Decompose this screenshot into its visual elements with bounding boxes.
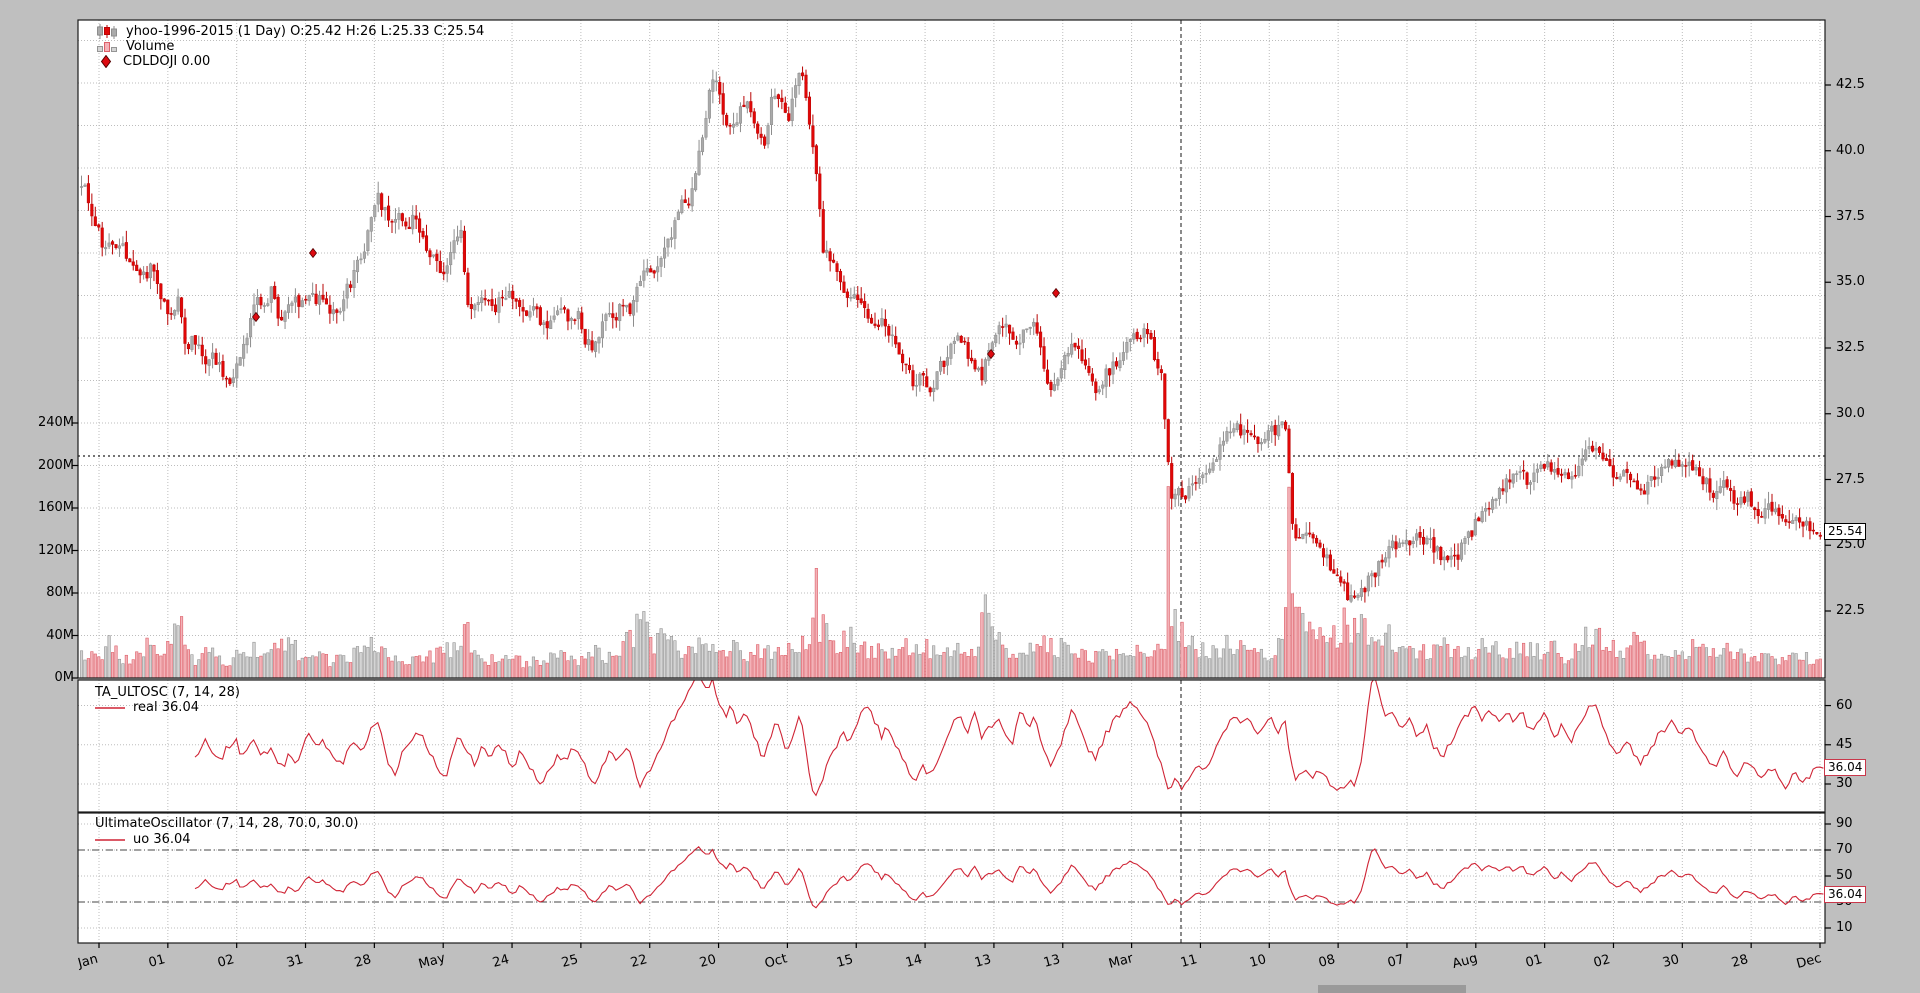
volume-tick-label: 200M	[37, 457, 74, 473]
volume-tick-label: 40M	[46, 627, 74, 643]
uo-tick-label: 10	[1836, 920, 1853, 935]
price-tick-label: 40.0	[1836, 142, 1865, 158]
line-icon	[95, 706, 125, 709]
last-price-tag: 25.54	[1824, 523, 1867, 540]
taskbar-fragment	[1318, 985, 1466, 993]
cdldoji-label: CDLDOJI 0.00	[123, 54, 211, 69]
ultosc-tick-label: 60	[1836, 697, 1853, 713]
price-tick-label: 25.0	[1836, 537, 1865, 553]
volume-tick-label: 0M	[54, 670, 75, 685]
price-tick-label: 37.5	[1836, 208, 1865, 224]
volume-tick-label: 240M	[37, 415, 74, 430]
legend-volume: Volume	[96, 39, 174, 54]
price-tick-label: 32.5	[1836, 340, 1865, 355]
volume-tick-label: 120M	[37, 542, 74, 558]
uo-series-row: uo 36.04	[95, 832, 191, 847]
price-tick-label: 35.0	[1836, 274, 1865, 290]
ultosc-value-tag: 36.04	[1824, 759, 1867, 776]
price-series-label: yhoo-1996-2015 (1 Day) O:25.42 H:26 L:25…	[126, 24, 485, 39]
ultosc-series-row: real 36.04	[95, 700, 199, 715]
price-tick-label: 27.5	[1836, 471, 1865, 487]
uo-value-tag: 36.04	[1824, 886, 1867, 903]
uo-title-row: UltimateOscillator (7, 14, 28, 70.0, 30.…	[95, 816, 359, 831]
ultosc-title-row: TA_ULTOSC (7, 14, 28)	[95, 685, 240, 700]
ultosc-series-label: real 36.04	[133, 700, 199, 715]
ultosc-title: TA_ULTOSC (7, 14, 28)	[95, 685, 240, 700]
candlestick-icon	[97, 24, 117, 39]
uo-tick-label: 50	[1836, 868, 1853, 883]
price-tick-label: 42.5	[1836, 77, 1865, 92]
uo-title: UltimateOscillator (7, 14, 28, 70.0, 30.…	[95, 816, 359, 831]
doji-diamond-icon	[100, 55, 112, 68]
volume-bars-icon	[97, 42, 117, 52]
price-tick-label: 30.0	[1836, 405, 1865, 421]
volume-tick-label: 80M	[46, 585, 74, 600]
legend-cdldoji: CDLDOJI 0.00	[99, 54, 210, 69]
uo-series-label: uo 36.04	[133, 832, 191, 847]
volume-label: Volume	[126, 39, 175, 54]
uo-tick-label: 70	[1836, 842, 1853, 857]
ultosc-tick-label: 30	[1836, 776, 1853, 791]
uo-tick-label: 90	[1836, 816, 1853, 831]
line-icon	[95, 838, 125, 841]
ultosc-tick-label: 45	[1836, 736, 1853, 752]
price-tick-label: 22.5	[1836, 603, 1865, 618]
volume-tick-label: 160M	[37, 500, 74, 515]
legend-price-series: yhoo-1996-2015 (1 Day) O:25.42 H:26 L:25…	[96, 24, 484, 39]
